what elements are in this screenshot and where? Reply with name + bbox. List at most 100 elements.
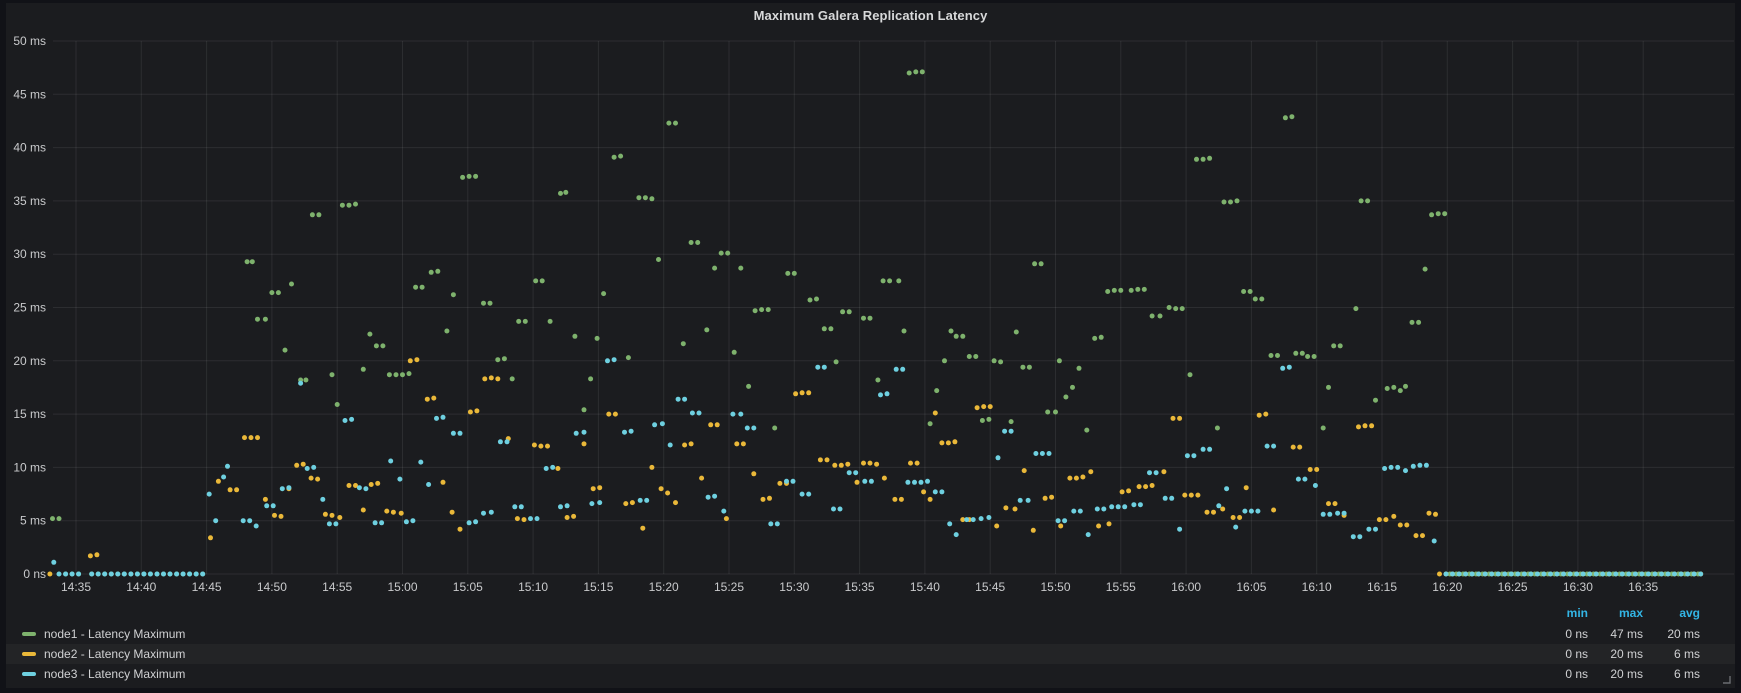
data-point (833, 359, 839, 365)
data-point (1230, 515, 1236, 520)
data-point (1353, 306, 1359, 312)
data-point (838, 462, 844, 468)
stat-header-min[interactable]: min (1566, 606, 1588, 620)
data-point (262, 316, 268, 322)
data-point (1157, 313, 1163, 319)
data-point (953, 532, 959, 538)
data-point (481, 510, 486, 516)
data-point (744, 425, 750, 431)
data-point (322, 511, 328, 517)
data-point (1307, 467, 1313, 472)
data-point (932, 489, 938, 495)
data-point (1126, 488, 1132, 494)
data-point (884, 391, 890, 397)
data-point (1200, 156, 1206, 162)
data-point (333, 521, 339, 527)
data-point (658, 486, 664, 492)
data-point (1574, 571, 1580, 577)
legend-row-node3[interactable]: node3 - Latency Maximum 0 ns 20 ms 6 ms (6, 664, 1735, 684)
node1-max-value: 47 ms (1610, 627, 1643, 641)
data-point (605, 358, 610, 364)
data-point (905, 479, 911, 485)
data-point (807, 297, 813, 303)
data-point (814, 296, 819, 302)
data-point (1416, 319, 1422, 325)
data-point (121, 571, 127, 577)
data-point (215, 478, 221, 484)
data-point (913, 69, 919, 75)
data-point (353, 483, 358, 488)
legend-row-node2[interactable]: node2 - Latency Maximum 0 ns 20 ms 6 ms (6, 644, 1735, 664)
data-point (606, 411, 612, 417)
data-point (414, 357, 420, 363)
data-point (329, 372, 335, 378)
data-point (1118, 287, 1124, 293)
data-point (821, 364, 827, 370)
data-point (1149, 483, 1155, 488)
data-point (1002, 428, 1008, 434)
data-point (1502, 571, 1508, 577)
data-point (682, 442, 688, 448)
legend-row-node1[interactable]: node1 - Latency Maximum 0 ns 47 ms 20 ms (6, 624, 1735, 644)
data-point (760, 496, 766, 502)
data-point (612, 411, 618, 417)
data-point (272, 512, 277, 518)
data-point (1085, 532, 1091, 538)
data-point (1619, 571, 1625, 577)
data-point (925, 478, 930, 484)
data-point (1383, 517, 1389, 523)
data-point (1030, 527, 1036, 533)
data-point (588, 376, 594, 382)
data-point (828, 326, 834, 332)
data-point (1384, 386, 1390, 391)
data-point (623, 501, 629, 507)
data-point (488, 375, 494, 381)
x-axis-tick-label: 16:25 (1498, 580, 1528, 594)
panel-title[interactable]: Maximum Galera Replication Latency (753, 8, 988, 23)
data-point (320, 496, 326, 502)
data-point (1003, 505, 1009, 511)
data-point (611, 154, 617, 160)
data-point (488, 509, 494, 515)
data-point (878, 392, 883, 398)
data-point (590, 486, 596, 492)
data-point (356, 485, 362, 491)
data-point (673, 120, 678, 126)
node1-series-label[interactable]: node1 - Latency Maximum (44, 627, 186, 641)
data-point (1200, 446, 1206, 452)
data-point (689, 410, 695, 416)
data-point (777, 480, 783, 486)
data-point (440, 479, 446, 485)
data-point (939, 489, 945, 495)
data-point (699, 475, 705, 481)
stat-header-avg[interactable]: avg (1679, 606, 1700, 620)
x-axis-tick-label: 15:10 (518, 580, 548, 594)
data-point (353, 201, 358, 207)
data-point (244, 259, 250, 265)
data-point (1020, 364, 1026, 370)
data-point (637, 497, 643, 503)
data-point (594, 335, 600, 341)
data-point (738, 411, 744, 417)
node3-series-label[interactable]: node3 - Latency Maximum (44, 667, 186, 681)
stat-header-max[interactable]: max (1618, 606, 1643, 620)
data-point (1224, 486, 1230, 492)
data-point (1207, 446, 1213, 452)
data-point (861, 315, 866, 321)
data-point (528, 516, 533, 522)
x-axis-tick-label: 15:55 (1106, 580, 1136, 594)
data-point (1652, 571, 1658, 577)
data-point (373, 343, 379, 349)
node2-series-label[interactable]: node2 - Latency Maximum (44, 647, 186, 661)
data-point (723, 516, 729, 522)
data-point (161, 571, 166, 577)
data-point (589, 501, 595, 507)
data-point (1286, 364, 1292, 370)
data-point (642, 195, 648, 201)
data-point (1137, 502, 1143, 508)
data-point (379, 520, 385, 526)
y-axis-tick-label: 35 ms (13, 194, 46, 208)
data-point (522, 318, 528, 324)
panel-resize-handle-icon[interactable] (1720, 673, 1732, 685)
data-point (221, 474, 227, 480)
